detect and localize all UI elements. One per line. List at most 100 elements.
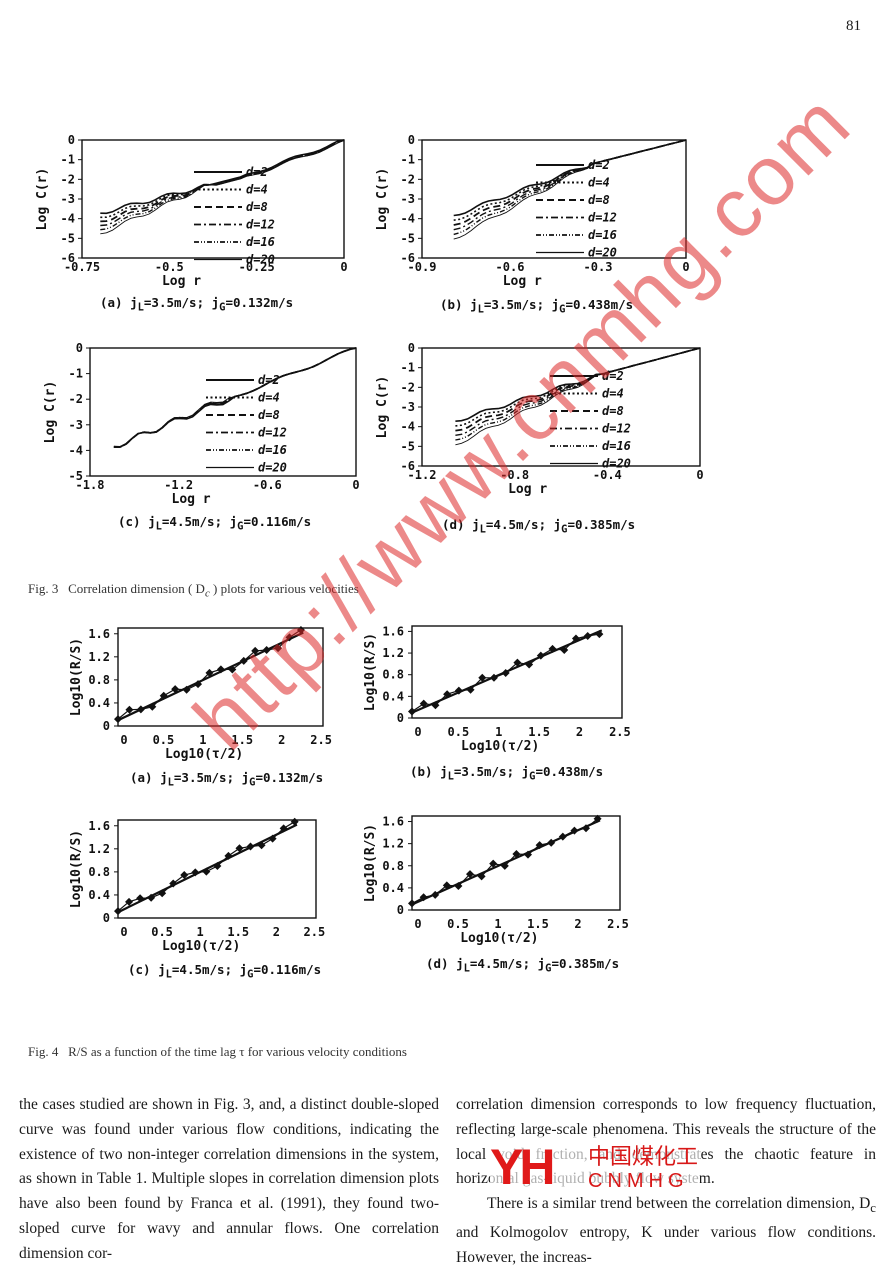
legend-entry: d=4 [258, 391, 280, 405]
data-point [477, 872, 486, 881]
x-axis-label: Log10(τ/2) [461, 739, 539, 754]
x-tick-label: 1.5 [527, 917, 549, 931]
x-axis-label: Log10(τ/2) [460, 931, 538, 946]
data-point [125, 705, 134, 714]
data-point [431, 890, 440, 899]
legend-entry: d=2 [246, 165, 268, 179]
y-tick-label: 0.4 [88, 696, 110, 710]
data-point [171, 685, 180, 694]
x-axis-label: Log r [508, 482, 547, 497]
fig3-panel-c: 0 -1 -2 -3 -4 -5 -1.8 -1.2 -0.6 0 Log r Log C(r) d=2… [28, 338, 384, 521]
x-tick-label: 1 [494, 917, 501, 931]
y-tick-label: 0 [103, 911, 110, 925]
series-line [113, 347, 357, 448]
x-tick-label: 1 [197, 925, 204, 939]
data-point [408, 707, 416, 716]
fig3-panel-b: 0 -1 -2 -3 -4 -5 -6 -0.9 -0.6 -0.3 0 Log r Log C(r) d… [360, 130, 714, 303]
plot-frame [411, 815, 621, 911]
data-point [228, 665, 237, 674]
x-tick-label: 2 [576, 725, 583, 739]
x-tick-label: 0 [414, 725, 421, 739]
y-tick-label: 0.4 [88, 888, 110, 902]
y-tick-label: -1 [61, 153, 75, 167]
legend-entry: d=16 [258, 443, 287, 457]
fig4-panel-a: 0 0.4 0.8 1.2 1.6 0 0.5 1 1.5 2 2.5 Log10(τ/2) Log10… [66, 620, 341, 773]
y-tick-label: 1.2 [382, 837, 404, 851]
x-tick-label: 1 [199, 733, 206, 747]
data-point [235, 844, 244, 853]
legend-entry: d=8 [258, 408, 280, 422]
data-point [500, 861, 509, 870]
legend-entry: d=2 [588, 158, 610, 172]
x-tick-label: -0.6 [253, 478, 282, 492]
data-point [296, 625, 305, 634]
data-point [279, 824, 288, 833]
data-point [548, 644, 557, 653]
data-point [558, 832, 567, 841]
y-tick-label: -1 [69, 367, 83, 381]
y-axis-label: Log10(R/S) [69, 830, 84, 908]
x-tick-label: 0.5 [448, 725, 470, 739]
y-tick-label: -4 [401, 212, 415, 226]
series-line [455, 347, 701, 446]
series-line [453, 139, 687, 236]
x-tick-label: 2.5 [304, 925, 326, 939]
x-tick-label: 0 [120, 925, 127, 939]
y-tick-label: -2 [61, 172, 75, 186]
y-axis-label: Log C(r) [35, 168, 50, 231]
series-line [455, 347, 701, 432]
x-tick-label: -1.2 [164, 478, 193, 492]
x-tick-label: -1.8 [76, 478, 105, 492]
data-point [454, 686, 463, 695]
x-tick-label: 0.5 [153, 733, 175, 747]
x-tick-label: -1.2 [408, 468, 437, 482]
y-tick-label: 0.4 [382, 881, 404, 895]
data-point [501, 668, 510, 677]
y-tick-label: -5 [401, 439, 415, 453]
y-axis-label: Log10(R/S) [363, 633, 378, 711]
y-tick-label: -3 [69, 418, 83, 432]
y-tick-label: 1.2 [88, 650, 110, 664]
y-tick-label: -2 [401, 380, 415, 394]
fig4-sub-b: (b) jL=3.5m/s; jG=0.438m/s [410, 764, 604, 783]
series-line [100, 139, 345, 223]
legend-entry: d=4 [602, 387, 624, 401]
data-point [571, 634, 580, 643]
data-point [202, 867, 211, 876]
x-tick-label: 0 [414, 917, 421, 931]
x-tick-label: 0 [340, 260, 347, 274]
fit-line [117, 631, 304, 722]
series-line [453, 139, 687, 240]
series-line [100, 139, 345, 215]
y-tick-label: -6 [401, 251, 415, 265]
data-point [169, 879, 178, 888]
y-tick-label: 0 [397, 711, 404, 725]
y-tick-label: 1.6 [88, 627, 110, 641]
series-line [100, 140, 345, 235]
data-point [431, 701, 440, 710]
data-point [536, 651, 545, 660]
legend-entry: d=20 [588, 246, 617, 260]
y-axis-label: Log C(r) [43, 381, 58, 444]
y-tick-label: -1 [401, 153, 415, 167]
data-point [285, 633, 294, 642]
x-tick-label: -0.75 [64, 260, 100, 274]
x-axis-label: Log r [172, 492, 211, 507]
fig4-caption: Fig. 4 R/S as a function of the time lag… [28, 1044, 407, 1059]
x-tick-label: 0.5 [447, 917, 469, 931]
y-tick-label: 0 [408, 133, 415, 147]
data-point [136, 705, 145, 714]
data-point [180, 870, 189, 879]
x-axis-label: Log10(τ/2) [165, 747, 243, 762]
data-point [443, 690, 452, 699]
data-point [216, 665, 225, 674]
y-tick-label: -4 [61, 212, 75, 226]
x-tick-label: 0 [696, 468, 703, 482]
y-tick-label: -4 [401, 420, 415, 434]
page-number: 81 [846, 18, 861, 34]
data-point [547, 838, 556, 847]
x-tick-label: 1.5 [528, 725, 550, 739]
fig3-sub-c: (c) jL=4.5m/s; jG=0.116m/s [118, 514, 312, 533]
x-tick-label: -0.5 [155, 260, 184, 274]
data-point [191, 868, 200, 877]
